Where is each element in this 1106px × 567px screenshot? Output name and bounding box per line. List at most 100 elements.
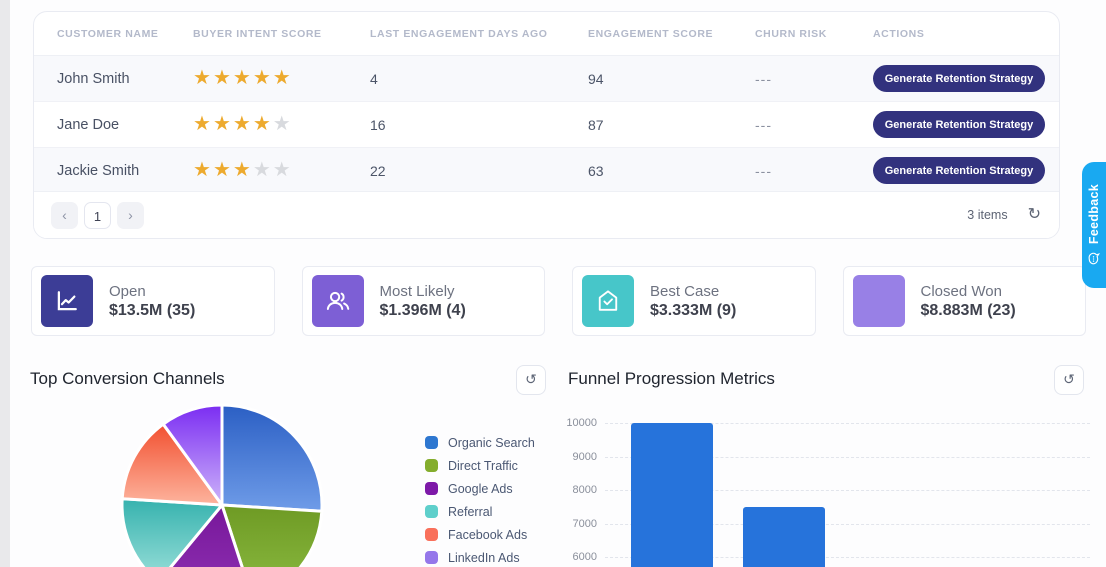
engagement-score-cell: 94 — [588, 70, 604, 87]
actions-cell: Generate Retention Strategy — [873, 65, 1059, 92]
star-icon: ★ — [272, 159, 293, 181]
column-header-engagement-score: ENGAGEMENT SCORE — [588, 27, 714, 40]
customer-table-card: CUSTOMER NAME BUYER INTENT SCORE LAST EN… — [33, 11, 1060, 239]
legend-item[interactable]: Google Ads — [425, 481, 535, 496]
generate-retention-strategy-button[interactable]: Generate Retention Strategy — [873, 157, 1045, 184]
people-icon — [326, 291, 349, 310]
table-body: John Smith ★★★★★ 4 94 --- Generate Retention … — [34, 56, 1059, 194]
summary-card-value: $1.396M (4) — [379, 301, 466, 319]
summary-card-label: Closed Won — [920, 282, 1002, 300]
actions-cell: Generate Retention Strategy — [873, 111, 1059, 138]
reload-icon: ↺ — [525, 371, 537, 388]
buyer-intent-stars: ★★★★★ — [193, 160, 370, 181]
y-axis-tick-label: 9000 — [572, 450, 597, 463]
funnel-bar[interactable] — [631, 423, 713, 567]
last-engagement-cell: 22 — [370, 162, 386, 179]
customer-name-cell: Jackie Smith — [57, 162, 140, 179]
churn-risk-cell: --- — [755, 70, 772, 87]
legend-item[interactable]: Direct Traffic — [425, 459, 535, 473]
pie-slice[interactable] — [220, 503, 324, 567]
summary-card-label: Open — [109, 282, 146, 300]
column-header-churn-risk: CHURN RISK — [755, 27, 827, 40]
refresh-icon[interactable]: ↻ — [1027, 206, 1041, 223]
pie-chart — [120, 403, 324, 567]
legend-item[interactable]: Organic Search — [425, 435, 535, 450]
legend-label: Facebook Ads — [448, 527, 528, 542]
star-icon: ★ — [193, 113, 213, 135]
actions-cell: Generate Retention Strategy — [873, 157, 1059, 184]
column-header-buyer-intent: BUYER INTENT SCORE — [193, 27, 322, 40]
legend-swatch — [425, 482, 438, 495]
star-icon: ★ — [212, 67, 233, 89]
pie-slice[interactable] — [161, 403, 224, 507]
legend-item[interactable]: Referral — [425, 504, 535, 519]
pagination-bar: ‹ 1 › 3 items ↻ — [34, 191, 1059, 238]
funnel-bar[interactable] — [743, 506, 825, 567]
summary-card: Closed Won $8.883M (23) — [842, 266, 1086, 336]
last-engagement-cell: 16 — [370, 116, 386, 133]
star-icon: ★ — [232, 159, 253, 181]
summary-card-icon — [852, 275, 905, 327]
table-row: Jackie Smith ★★★★★ 22 63 --- Generate Retenti… — [34, 148, 1059, 194]
y-axis-tick-label: 8000 — [572, 484, 597, 496]
star-icon: ★ — [193, 159, 213, 181]
buyer-intent-stars: ★★★★★ — [193, 114, 370, 135]
summary-card-value: $3.333M (9) — [650, 301, 737, 319]
feedback-label: Feedback — [1087, 184, 1101, 245]
legend-swatch — [425, 436, 438, 449]
star-icon: ★ — [212, 159, 233, 181]
next-page-button[interactable]: › — [117, 201, 144, 229]
table-row: Jane Doe ★★★★★ 16 87 --- Generate Retention S… — [34, 102, 1059, 148]
summary-card-label: Most Likely — [379, 282, 455, 300]
star-icon: ★ — [252, 67, 273, 89]
generate-retention-strategy-button[interactable]: Generate Retention Strategy — [873, 111, 1045, 138]
prev-page-button[interactable]: ‹ — [51, 201, 78, 229]
star-icon: ★ — [212, 113, 233, 135]
pie-slice[interactable] — [120, 422, 224, 507]
star-icon: ★ — [252, 159, 273, 181]
page-number-button[interactable]: 1 — [84, 201, 111, 229]
summary-card-icon — [582, 275, 634, 327]
star-icon: ★ — [232, 67, 253, 89]
star-icon: ★ — [232, 113, 253, 135]
gridline — [605, 523, 1090, 525]
column-header-customer-name: CUSTOMER NAME — [57, 27, 159, 40]
pie-reload-button[interactable]: ↺ — [516, 365, 546, 395]
house-check-icon — [598, 290, 618, 311]
legend-swatch — [425, 528, 438, 541]
pie-slice[interactable] — [220, 403, 324, 513]
pie-slice[interactable] — [158, 503, 253, 567]
summary-card-label: Best Case — [650, 282, 720, 300]
gridline — [605, 456, 1090, 458]
pie-chart-title: Top Conversion Channels — [30, 369, 225, 388]
legend-label: Google Ads — [448, 481, 513, 496]
page-left-gutter — [0, 0, 10, 567]
feedback-tab[interactable]: Feedback — [1082, 162, 1106, 288]
summary-card-value: $8.883M (23) — [920, 301, 1016, 319]
customer-name-cell: Jane Doe — [57, 116, 120, 133]
pie-slice[interactable] — [120, 497, 224, 567]
line-chart-icon — [57, 291, 77, 311]
legend-item[interactable]: LinkedIn Ads — [425, 551, 535, 565]
bar-reload-button[interactable]: ↺ — [1054, 365, 1084, 395]
gridline — [605, 557, 1090, 558]
bar-chart: 10000 9000 8000 7000 6000 — [560, 417, 1090, 567]
generate-retention-strategy-button[interactable]: Generate Retention Strategy — [873, 65, 1045, 92]
legend-label: Referral — [448, 504, 493, 519]
legend-item[interactable]: Facebook Ads — [425, 527, 535, 542]
churn-risk-cell: --- — [755, 162, 772, 179]
star-icon: ★ — [252, 113, 273, 135]
churn-risk-cell: --- — [755, 116, 772, 133]
legend-swatch — [425, 551, 438, 564]
pie-legend: Organic Search Direct Traffic Google Ads Re… — [425, 436, 535, 567]
legend-label: Organic Search — [448, 435, 535, 450]
summary-card-icon — [311, 275, 364, 327]
summary-cards-row: Open $13.5M (35) Most Likely $1.396M (4) Bes… — [31, 266, 1086, 336]
summary-card: Most Likely $1.396M (4) — [301, 266, 545, 336]
table-header-row: CUSTOMER NAME BUYER INTENT SCORE LAST EN… — [34, 12, 1059, 56]
customer-name-cell: John Smith — [57, 70, 130, 87]
legend-swatch — [425, 505, 438, 518]
summary-card: Open $13.5M (35) — [31, 266, 275, 336]
summary-card: Best Case $3.333M (9) — [572, 266, 816, 336]
column-header-last-engagement: LAST ENGAGEMENT DAYS AGO — [370, 27, 548, 40]
